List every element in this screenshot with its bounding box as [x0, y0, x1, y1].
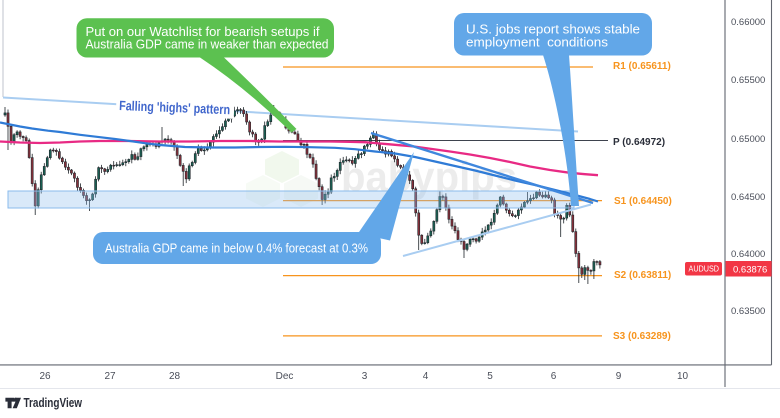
svg-text:U.S. jobs report shows stable: U.S. jobs report shows stable	[466, 22, 640, 36]
svg-text:Australia GDP came in weaker t: Australia GDP came in weaker than expect…	[86, 37, 329, 51]
svg-text:employment conditions: employment conditions	[466, 35, 608, 49]
svg-text:Australia GDP came in below 0.: Australia GDP came in below 0.4% forecas…	[105, 242, 368, 256]
svg-text:0.63876: 0.63876	[733, 265, 767, 276]
svg-text:Falling 'highs' pattern: Falling 'highs' pattern	[119, 98, 230, 117]
svg-text:AUDUSD: AUDUSD	[689, 265, 720, 274]
svg-text:TradingView: TradingView	[24, 396, 83, 410]
svg-text:Put on our Watchlist for beari: Put on our Watchlist for bearish setups …	[86, 25, 321, 39]
